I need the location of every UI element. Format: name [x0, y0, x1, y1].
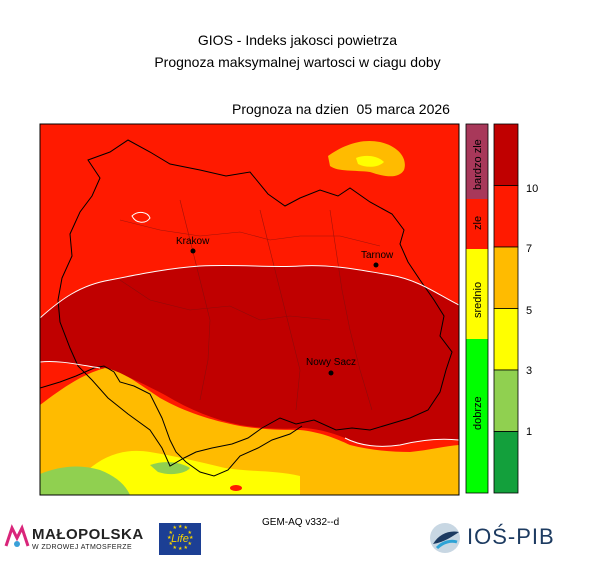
scale-swatch	[493, 369, 519, 432]
malopolska-logo-text: MAŁOPOLSKA	[32, 526, 144, 543]
malopolska-logo-icon	[4, 524, 30, 547]
scale-swatch	[493, 185, 519, 248]
city-dot	[328, 370, 334, 376]
city-nowy-sacz: Nowy Sacz	[306, 357, 356, 376]
map-field	[40, 124, 459, 495]
city-dot	[373, 262, 379, 268]
zone-good	[40, 466, 130, 495]
eu-star-icon: ★	[178, 524, 183, 530]
eu-star-icon: ★	[183, 544, 188, 551]
eu-star-icon: ★	[168, 529, 173, 536]
category-bar-bad	[466, 199, 488, 249]
city-dot	[190, 248, 196, 254]
eu-star-icon: ★	[178, 546, 183, 552]
scale-tick-5: 5	[526, 305, 533, 317]
scale-swatch	[493, 431, 519, 494]
eu-life-logo: Life	[171, 533, 189, 545]
scale-swatch	[493, 308, 519, 371]
contour-line	[40, 264, 459, 319]
ios-pib-logo-text: IOŚ-PIB	[467, 524, 555, 549]
scale-tick-7: 7	[526, 243, 533, 255]
category-bar-good	[466, 339, 488, 493]
category-label-bad: zle	[472, 216, 484, 230]
category-label-good: dobrze	[472, 396, 484, 430]
eu-star-icon: ★	[183, 525, 188, 532]
scale-swatch	[493, 246, 519, 309]
city-label: Tarnow	[361, 250, 394, 261]
city-label: Nowy Sacz	[306, 357, 356, 368]
malopolska-tagline: W ZDROWEJ ATMOSFERZE	[32, 544, 133, 551]
forecast-date: Prognoza na dzien 05 marca 2026	[232, 101, 450, 117]
city-krakow: Krakow	[176, 236, 210, 254]
contour-line-south	[40, 361, 459, 447]
scale-tick-3: 3	[526, 365, 533, 377]
category-bar-very-bad	[466, 124, 488, 199]
zone-fair-north	[356, 155, 384, 167]
hotspot	[230, 485, 242, 491]
district-borders	[119, 199, 381, 411]
scale-swatch	[493, 123, 519, 186]
map-frame	[39, 123, 460, 496]
eu-star-icon: ★	[168, 540, 173, 547]
ios-pib-logo-icon	[430, 523, 460, 553]
eu-star-icon: ★	[187, 540, 192, 547]
map-title: GIOS - Indeks jakosci powietrza	[197, 32, 398, 48]
contour-ring	[131, 211, 151, 223]
city-tarnow: Tarnow	[361, 250, 394, 268]
category-bar-moderate	[466, 249, 488, 339]
color-scale	[493, 123, 519, 494]
category-legend: bardzo zle zle srednio dobrze	[465, 123, 489, 494]
category-label-moderate: srednio	[472, 282, 484, 318]
eu-star-icon: ★	[167, 535, 172, 541]
scale-tick-10: 10	[526, 183, 539, 195]
region-border	[57, 139, 453, 467]
eu-star-icon: ★	[189, 535, 194, 541]
eu-flag-icon: ★ ★ ★ ★ ★ ★ ★ ★ ★ ★ ★ ★	[159, 523, 201, 555]
eu-star-icon: ★	[187, 529, 192, 536]
category-label-very-bad: bardzo zle	[472, 139, 484, 190]
eu-star-icon: ★	[172, 544, 177, 551]
model-label: GEM-AQ v332--d	[262, 517, 340, 528]
zone-good-2	[150, 462, 190, 475]
zone-fair-south	[88, 450, 300, 495]
eu-star-icon: ★	[172, 525, 177, 532]
city-label: Krakow	[176, 236, 210, 247]
scale-tick-1: 1	[526, 426, 533, 438]
map-subtitle: Prognoza maksymalnej wartosci w ciagu do…	[154, 54, 441, 70]
zone-very-bad	[40, 265, 459, 447]
